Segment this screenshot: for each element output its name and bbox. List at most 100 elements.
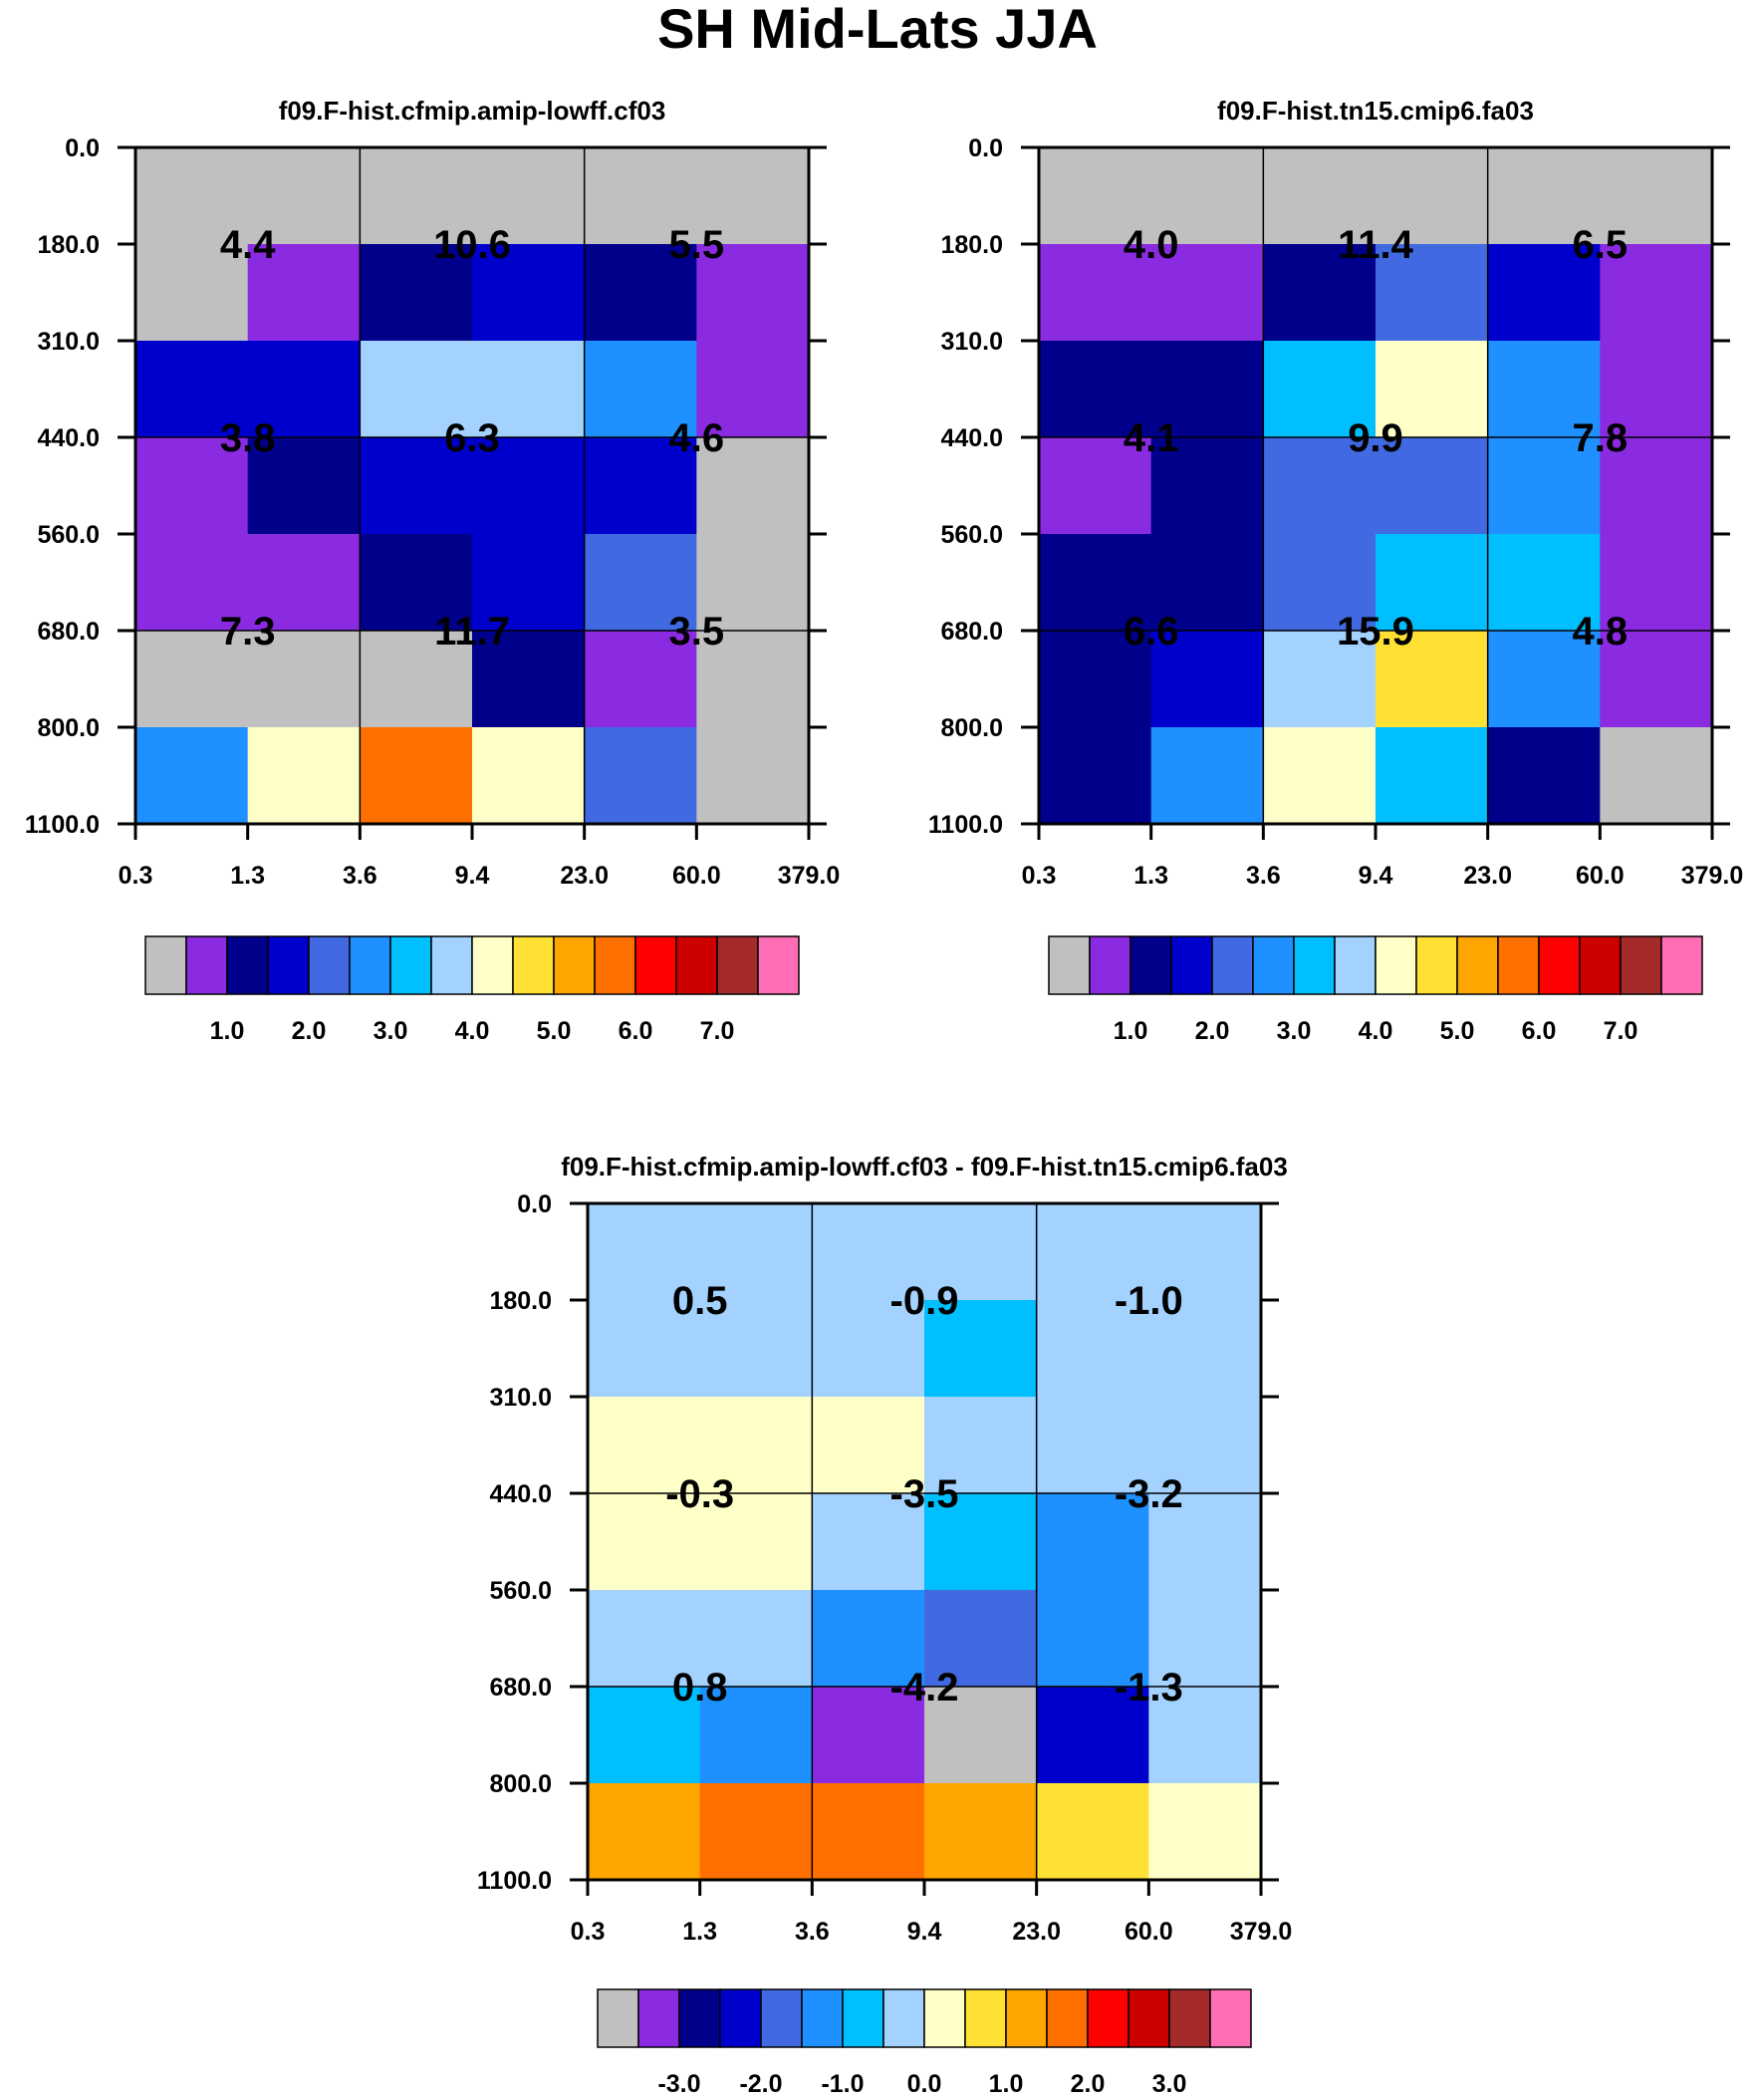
heatmap-cell xyxy=(1376,341,1489,438)
heatmap-cell xyxy=(1263,631,1377,728)
group-value-label: 6.5 xyxy=(1573,223,1629,267)
heatmap-cell xyxy=(1487,534,1601,632)
heatmap-cell xyxy=(696,244,810,342)
heatmap-cell xyxy=(584,147,697,245)
x-tick-label: 3.6 xyxy=(343,862,377,890)
heatmap-cell xyxy=(1039,437,1152,535)
colorbar-box xyxy=(349,935,391,995)
x-tick-label: 3.6 xyxy=(1246,862,1281,890)
colorbar-box xyxy=(1252,935,1295,995)
colorbar-box xyxy=(842,1988,884,2048)
colorbar-label: -1.0 xyxy=(821,2070,864,2095)
heatmap-cell xyxy=(247,244,361,342)
group-value-label: -1.0 xyxy=(1115,1279,1183,1323)
heatmap-cell xyxy=(696,437,810,535)
group-value-label: -3.5 xyxy=(890,1472,959,1516)
group-value-label: 0.5 xyxy=(672,1279,728,1323)
heatmap-cell xyxy=(584,631,697,728)
colorbar-box xyxy=(760,1988,803,2048)
heatmap-cell xyxy=(1039,341,1152,438)
heatmap-cell xyxy=(1039,727,1152,825)
heatmap-cell xyxy=(924,1397,1038,1494)
heatmap-cell xyxy=(1263,727,1377,825)
colorbar-box xyxy=(1046,1988,1089,2048)
heatmap-cell xyxy=(1036,1590,1149,1688)
x-tick-label: 3.6 xyxy=(795,1918,830,1946)
heatmap-cell xyxy=(472,244,586,342)
y-tick-label: 310.0 xyxy=(940,328,1003,356)
x-tick-label: 379.0 xyxy=(778,862,841,890)
heatmap-cell xyxy=(1600,437,1713,535)
colorbar-label: 4.0 xyxy=(1359,1017,1393,1045)
group-value-label: 11.7 xyxy=(434,610,510,654)
x-tick-label: 1.3 xyxy=(682,1918,717,1946)
heatmap-cell xyxy=(1376,244,1489,342)
group-value-label: 10.6 xyxy=(433,223,511,267)
group-value-label: -1.3 xyxy=(1115,1666,1183,1709)
group-value-label: 0.8 xyxy=(672,1666,728,1709)
heatmap-cell xyxy=(1263,534,1377,632)
y-tick-label: 800.0 xyxy=(37,714,100,742)
y-tick-label: 800.0 xyxy=(489,1770,552,1798)
colorbar: -3.0 -2.0 -1.0 0.0 1.0 2.0 3.0 xyxy=(597,1988,1252,2098)
heatmap-cell xyxy=(812,1203,925,1301)
colorbar-box xyxy=(1209,1988,1252,2048)
colorbar-label: 4.0 xyxy=(455,1017,490,1045)
heatmap-cell xyxy=(1036,1397,1149,1494)
group-value-label: 11.4 xyxy=(1338,223,1413,267)
x-tick-label: 9.4 xyxy=(455,862,490,890)
colorbar-box xyxy=(1128,1988,1170,2048)
heatmap-cell xyxy=(1039,631,1152,728)
heatmap-cell xyxy=(1376,147,1489,245)
heatmap-cell xyxy=(1148,1397,1262,1494)
group-value-label: -0.3 xyxy=(665,1472,734,1516)
colorbar-box xyxy=(1048,935,1091,995)
heatmap-cell xyxy=(1487,437,1601,535)
heatmap-cell xyxy=(472,147,586,245)
heatmap-cell xyxy=(1036,1493,1149,1591)
colorbar-label: 6.0 xyxy=(619,1017,653,1045)
heatmap-cell xyxy=(1376,727,1489,825)
group-value-label: 4.4 xyxy=(220,223,276,267)
x-tick-label: 0.3 xyxy=(1022,862,1057,890)
colorbar-label: 1.0 xyxy=(210,1017,245,1045)
heatmap-cell xyxy=(1148,1783,1262,1881)
group-value-label: 4.8 xyxy=(1573,610,1629,654)
heatmap-cell xyxy=(699,1300,813,1398)
heatmap-cell xyxy=(1376,631,1489,728)
colorbar-box xyxy=(923,1988,966,2048)
colorbar-label: 0.0 xyxy=(907,2070,942,2095)
heatmap-cell xyxy=(812,1300,925,1398)
heatmap-cell xyxy=(588,1783,701,1881)
heatmap-cell xyxy=(696,727,810,825)
y-tick-label: 310.0 xyxy=(489,1384,552,1412)
group-value-label: 6.3 xyxy=(444,416,500,460)
heatmap-cell xyxy=(135,341,249,438)
heatmap-cell xyxy=(1487,341,1601,438)
y-tick-label: 180.0 xyxy=(940,231,1003,259)
x-tick-label: 0.3 xyxy=(119,862,153,890)
heatmap-cell xyxy=(1487,147,1601,245)
page-title: SH Mid-Lats JJA xyxy=(657,0,1098,60)
heatmap-cell xyxy=(699,1203,813,1301)
colorbar-label: 2.0 xyxy=(292,1017,327,1045)
colorbar-label: 6.0 xyxy=(1522,1017,1557,1045)
heatmap-cell xyxy=(1600,244,1713,342)
x-tick-label: 1.3 xyxy=(1133,862,1168,890)
colorbar-box xyxy=(1620,935,1662,995)
heatmap-cell xyxy=(699,1493,813,1591)
heatmap-cell xyxy=(472,631,586,728)
group-value-label: -3.2 xyxy=(1115,1472,1183,1516)
heatmap-cell xyxy=(1148,1687,1262,1784)
colorbar-box xyxy=(471,935,514,995)
heatmap-cell xyxy=(1150,631,1264,728)
heatmap-cell xyxy=(135,534,249,632)
y-tick-label: 680.0 xyxy=(940,618,1003,646)
heatmap-cell xyxy=(699,1783,813,1881)
heatmap-cell xyxy=(1036,1300,1149,1398)
y-tick-label: 680.0 xyxy=(489,1674,552,1702)
colorbar-label: 5.0 xyxy=(1440,1017,1475,1045)
colorbar-box xyxy=(716,935,759,995)
heatmap-cell xyxy=(135,631,249,728)
